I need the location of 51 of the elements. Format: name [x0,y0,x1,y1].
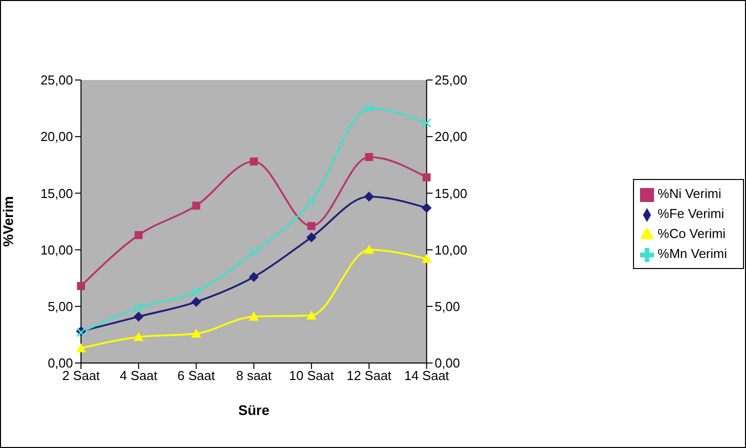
point [364,244,374,254]
y-tick-label: 20,00 [40,129,73,144]
point [76,343,86,352]
point [365,152,374,161]
y-tick-label: 15,00 [40,186,73,201]
y2-tick-label: 15,00 [434,186,468,201]
point [422,202,432,213]
point [422,118,432,128]
x-tick-label: 8 saat [236,368,272,384]
y-axis-title: %Verim [0,196,16,247]
y-tick-label: 25,00 [40,72,73,88]
point [249,247,259,257]
point [248,312,259,321]
y2-tick-label: 0,00 [434,356,460,371]
point [422,173,431,182]
point [250,158,258,166]
point [77,282,85,290]
x-tick-label: 6 Saat [177,368,216,384]
legend-label: %Mn Verimi [658,246,727,261]
point [192,202,200,210]
x-tick-label: 2 Saat [62,368,100,384]
point [364,192,374,202]
y2-tick-label: 25,00 [434,72,468,88]
x-tick-label: 10 Saat [289,368,334,384]
point [134,231,143,240]
point [306,196,316,206]
legend-label: %Fe Verimi [658,206,724,221]
point [364,104,374,114]
y2-tick-label: 20,00 [434,129,468,144]
y2-tick-label: 5,00 [434,299,460,314]
point [306,232,316,242]
point [134,332,144,341]
point [134,302,144,312]
point [191,296,202,307]
point [134,312,144,322]
y-tick-label: 5,00 [48,299,73,314]
x-tick-label: 14 Saat [404,368,450,384]
x-tick-label: 12 Saat [346,368,392,384]
y-tick-label: 10,00 [40,242,73,258]
y2-tick-label: 10,00 [434,242,468,258]
point [306,310,316,320]
point [422,254,432,263]
x-axis-title: Süre [238,402,270,418]
y-tick-label: 0,00 [48,356,73,371]
legend-label: %Co Verimi [658,226,726,241]
point [307,222,316,230]
point [191,328,202,338]
point [248,272,259,282]
x-tick-label: 4 Saat [120,368,158,384]
point [191,286,201,296]
legend-label: %Ni Verimi [658,186,722,201]
